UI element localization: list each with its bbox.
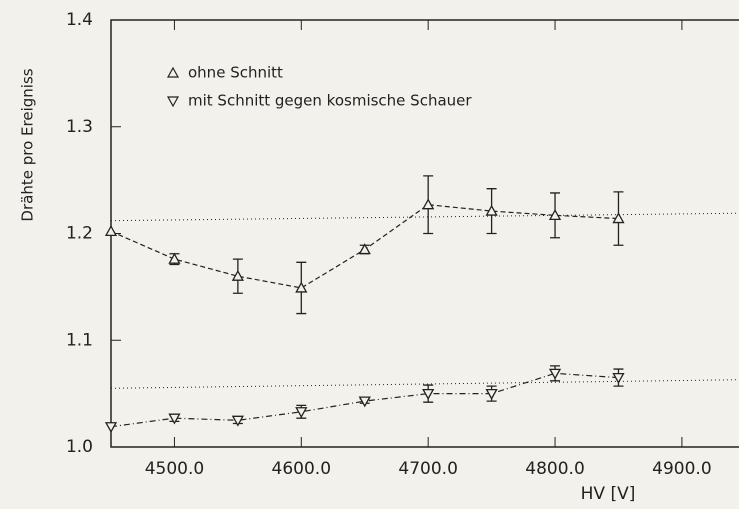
marker: [358, 396, 371, 408]
x-tick-label: 4900.0: [652, 459, 711, 479]
marker: [548, 368, 562, 380]
marker: [168, 252, 181, 264]
marker: [295, 407, 308, 419]
y-tick-label: 1.2: [66, 224, 93, 244]
x-tick-label: 4500.0: [145, 459, 204, 479]
legend-label: ohne Schnitt: [188, 64, 283, 82]
y-tick-label: 1.1: [66, 330, 93, 350]
marker: [422, 198, 435, 210]
x-tick-label: 4700.0: [398, 459, 457, 479]
marker: [104, 422, 118, 434]
legend-marker: [166, 96, 180, 108]
marker: [485, 388, 498, 400]
y-tick-label: 1.0: [66, 437, 93, 457]
fit-line: [110, 212, 739, 222]
x-tick-label: 4600.0: [272, 459, 331, 479]
marker: [104, 225, 118, 237]
marker: [612, 212, 625, 224]
marker: [231, 269, 244, 281]
marker: [485, 204, 498, 216]
legend-marker: [166, 66, 180, 78]
marker: [422, 388, 435, 400]
marker: [231, 415, 244, 427]
fit-line: [110, 379, 739, 389]
marker: [168, 413, 181, 425]
marker: [612, 372, 625, 384]
marker: [295, 281, 308, 293]
x-tick-label: 4800.0: [525, 459, 584, 479]
y-axis-label: Drähte pro Ereigniss: [19, 68, 37, 221]
y-tick-label: 1.4: [66, 10, 93, 30]
marker: [358, 243, 371, 255]
y-tick-label: 1.3: [66, 117, 93, 137]
legend-label: mit Schnitt gegen kosmische Schauer: [188, 92, 472, 110]
marker: [548, 209, 562, 221]
x-axis-label: HV [V]: [581, 484, 636, 504]
